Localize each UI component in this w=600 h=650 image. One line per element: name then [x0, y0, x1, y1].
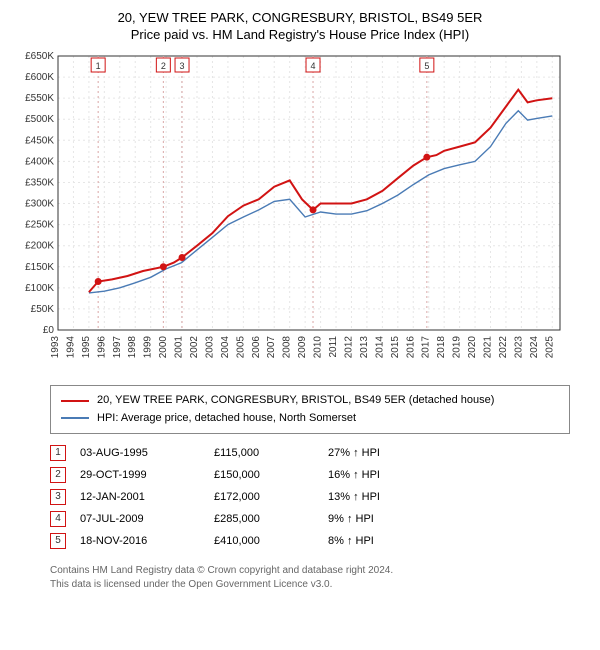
sale-date: 03-AUG-1995 — [80, 442, 214, 464]
svg-text:£650K: £650K — [25, 51, 54, 62]
sale-date: 07-JUL-2009 — [80, 508, 214, 530]
svg-text:2: 2 — [161, 61, 166, 71]
svg-text:2015: 2015 — [390, 336, 401, 359]
footer: Contains HM Land Registry data © Crown c… — [50, 564, 570, 592]
svg-text:2002: 2002 — [189, 336, 200, 359]
svg-text:2017: 2017 — [421, 336, 432, 359]
svg-text:1995: 1995 — [81, 336, 92, 359]
footer-line1: Contains HM Land Registry data © Crown c… — [50, 564, 570, 578]
sale-marker: 4 — [50, 511, 66, 527]
page-title: 20, YEW TREE PARK, CONGRESBURY, BRISTOL,… — [10, 10, 590, 25]
legend-label-property: 20, YEW TREE PARK, CONGRESBURY, BRISTOL,… — [97, 392, 494, 410]
svg-text:3: 3 — [180, 61, 185, 71]
svg-text:£200K: £200K — [25, 241, 54, 252]
sale-price: £285,000 — [214, 508, 328, 530]
page-subtitle: Price paid vs. HM Land Registry's House … — [10, 27, 590, 42]
svg-text:£100K: £100K — [25, 283, 54, 294]
sale-delta: 8% ↑ HPI — [328, 530, 394, 552]
svg-text:£0: £0 — [43, 325, 55, 336]
legend: 20, YEW TREE PARK, CONGRESBURY, BRISTOL,… — [50, 385, 570, 434]
svg-text:2022: 2022 — [498, 336, 509, 359]
sale-delta: 13% ↑ HPI — [328, 486, 394, 508]
sales-table: 1 03-AUG-1995£115,00027% ↑ HPI 2 29-OCT-199… — [50, 442, 394, 552]
svg-text:2024: 2024 — [529, 336, 540, 359]
legend-swatch-hpi — [61, 417, 89, 419]
sale-marker: 3 — [50, 489, 66, 505]
svg-text:1993: 1993 — [50, 336, 61, 359]
table-row: 3 12-JAN-2001£172,00013% ↑ HPI — [50, 486, 394, 508]
svg-text:1998: 1998 — [127, 336, 138, 359]
sale-price: £410,000 — [214, 530, 328, 552]
svg-text:2012: 2012 — [343, 336, 354, 359]
svg-text:£50K: £50K — [31, 304, 55, 315]
svg-text:2008: 2008 — [282, 336, 293, 359]
svg-text:2016: 2016 — [405, 336, 416, 359]
svg-text:£300K: £300K — [25, 199, 54, 210]
sale-marker: 5 — [50, 533, 66, 549]
svg-text:2009: 2009 — [297, 336, 308, 359]
svg-text:2007: 2007 — [266, 336, 277, 359]
svg-text:2010: 2010 — [313, 336, 324, 359]
footer-line2: This data is licensed under the Open Gov… — [50, 578, 570, 592]
sale-marker: 1 — [50, 445, 66, 461]
svg-text:2020: 2020 — [467, 336, 478, 359]
svg-text:5: 5 — [424, 61, 429, 71]
svg-text:£400K: £400K — [25, 156, 54, 167]
sale-delta: 27% ↑ HPI — [328, 442, 394, 464]
svg-text:2001: 2001 — [174, 336, 185, 359]
sale-date: 29-OCT-1999 — [80, 464, 214, 486]
sale-price: £150,000 — [214, 464, 328, 486]
sale-delta: 9% ↑ HPI — [328, 508, 394, 530]
svg-text:1997: 1997 — [112, 336, 123, 359]
svg-text:2004: 2004 — [220, 336, 231, 359]
legend-row-property: 20, YEW TREE PARK, CONGRESBURY, BRISTOL,… — [61, 392, 559, 410]
legend-swatch-property — [61, 400, 89, 402]
sale-price: £172,000 — [214, 486, 328, 508]
svg-text:£350K: £350K — [25, 177, 54, 188]
legend-row-hpi: HPI: Average price, detached house, Nort… — [61, 410, 559, 428]
svg-text:2003: 2003 — [204, 336, 215, 359]
svg-text:2025: 2025 — [544, 336, 555, 359]
sale-marker: 2 — [50, 467, 66, 483]
svg-text:2013: 2013 — [359, 336, 370, 359]
svg-text:1994: 1994 — [65, 336, 76, 359]
svg-text:2011: 2011 — [328, 336, 339, 358]
sale-delta: 16% ↑ HPI — [328, 464, 394, 486]
svg-text:1: 1 — [96, 61, 101, 71]
header: 20, YEW TREE PARK, CONGRESBURY, BRISTOL,… — [10, 10, 590, 42]
svg-text:2018: 2018 — [436, 336, 447, 359]
svg-text:£450K: £450K — [25, 135, 54, 146]
table-row: 2 29-OCT-1999£150,00016% ↑ HPI — [50, 464, 394, 486]
svg-text:1999: 1999 — [143, 336, 154, 359]
svg-text:£500K: £500K — [25, 114, 54, 125]
svg-text:2006: 2006 — [251, 336, 262, 359]
svg-text:2014: 2014 — [374, 336, 385, 359]
table-row: 1 03-AUG-1995£115,00027% ↑ HPI — [50, 442, 394, 464]
sale-date: 18-NOV-2016 — [80, 530, 214, 552]
legend-label-hpi: HPI: Average price, detached house, Nort… — [97, 410, 356, 428]
svg-text:£550K: £550K — [25, 93, 54, 104]
chart-svg: £0 £50K £100K £150K £200K £250K £300K £350K £400… — [10, 50, 570, 370]
svg-text:2005: 2005 — [235, 336, 246, 359]
table-row: 4 07-JUL-2009£285,0009% ↑ HPI — [50, 508, 394, 530]
svg-text:£600K: £600K — [25, 72, 54, 83]
svg-text:2021: 2021 — [482, 336, 493, 359]
svg-text:2000: 2000 — [158, 336, 169, 359]
svg-text:4: 4 — [311, 61, 316, 71]
svg-text:2019: 2019 — [452, 336, 463, 359]
svg-text:2023: 2023 — [513, 336, 524, 359]
svg-text:£150K: £150K — [25, 262, 54, 273]
svg-text:1996: 1996 — [96, 336, 107, 359]
table-row: 5 18-NOV-2016£410,0008% ↑ HPI — [50, 530, 394, 552]
sale-price: £115,000 — [214, 442, 328, 464]
price-chart: £0 £50K £100K £150K £200K £250K £300K £350K £400… — [10, 50, 590, 375]
svg-text:£250K: £250K — [25, 220, 54, 231]
sale-date: 12-JAN-2001 — [80, 486, 214, 508]
